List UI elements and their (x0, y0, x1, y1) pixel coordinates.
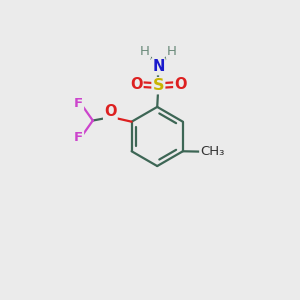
Text: H: H (140, 45, 150, 58)
Text: S: S (153, 78, 164, 93)
Text: N: N (152, 59, 165, 74)
Text: F: F (74, 131, 83, 144)
Text: O: O (174, 77, 187, 92)
Text: CH₃: CH₃ (200, 145, 225, 158)
Text: H: H (167, 45, 177, 58)
Text: O: O (104, 104, 117, 119)
Text: F: F (74, 98, 83, 110)
Text: O: O (130, 77, 142, 92)
